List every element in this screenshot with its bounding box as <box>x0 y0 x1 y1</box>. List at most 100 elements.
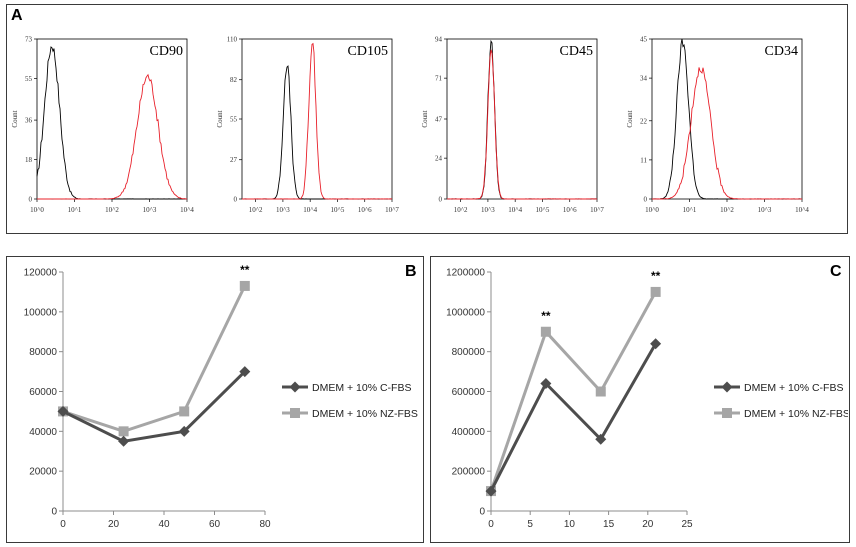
x-tick-label: 10^2 <box>105 206 119 214</box>
legend-marker-square <box>290 408 300 418</box>
y-tick-label: 80000 <box>29 347 57 358</box>
x-tick-label: 10^2 <box>249 206 263 214</box>
y-tick-label: 0 <box>29 196 33 204</box>
x-tick-label: 15 <box>603 519 615 530</box>
panel-label-a: A <box>11 7 23 24</box>
x-tick-label: 80 <box>259 519 271 530</box>
x-tick-label: 10^7 <box>385 206 399 214</box>
data-point-c-fbs <box>595 433 607 445</box>
legend-label: DMEM + 10% NZ-FBS <box>312 408 418 420</box>
plot-frame <box>446 38 598 200</box>
x-tick-label: 10^5 <box>536 206 550 214</box>
y-axis-label: Count <box>421 110 429 127</box>
x-tick-label: 10^2 <box>454 206 468 214</box>
x-tick-label: 10^2 <box>720 206 734 214</box>
y-tick-label: 0 <box>479 507 485 518</box>
y-tick-label: 34 <box>640 75 648 83</box>
x-tick-label: 10^4 <box>303 206 317 214</box>
histogram-trace-cd90 <box>36 73 188 200</box>
x-tick-label: 10^3 <box>276 206 290 214</box>
panel-b: B 0 20000 40000 60000 80000 100000 120000 0 20 40… <box>6 256 424 543</box>
histogram-trace-control <box>651 38 802 200</box>
y-tick-label: 45 <box>640 36 648 44</box>
y-tick-label: 82 <box>230 76 238 84</box>
data-point-nz-fbs <box>650 286 661 297</box>
histogram-cd105: 0 27 55 82 110 Count 10^2 10^3 10^4 10^5 10^6 10^7 C… <box>216 36 399 215</box>
y-tick-label: 100000 <box>24 307 58 318</box>
plot-frame <box>241 38 393 200</box>
y-axis-label: Count <box>11 110 19 127</box>
histogram-trace-control <box>446 39 598 200</box>
y-tick-label: 110 <box>227 36 238 44</box>
x-tick-label: 0 <box>60 519 66 530</box>
y-tick-label: 0 <box>644 196 648 204</box>
y-tick-label: 27 <box>230 156 238 164</box>
y-tick-label: 1200000 <box>446 268 485 279</box>
y-tick-label: 40000 <box>29 427 57 438</box>
legend-marker-diamond <box>289 381 301 393</box>
y-tick-label: 22 <box>640 117 648 125</box>
y-tick-label: 18 <box>25 156 33 164</box>
x-tick-label: 10^7 <box>590 206 604 214</box>
data-point-c-fbs <box>540 378 552 390</box>
x-tick-label: 10^1 <box>68 206 82 214</box>
y-tick-label: 73 <box>25 36 33 44</box>
y-tick-label: 55 <box>25 75 33 83</box>
panel-label-c: C <box>830 263 842 280</box>
series-line-nz-fbs <box>489 291 657 492</box>
x-tick-label: 10^0 <box>30 206 44 214</box>
y-tick-label: 55 <box>230 116 238 124</box>
data-point-c-fbs <box>485 485 497 497</box>
y-tick-label: 1000000 <box>446 307 485 318</box>
x-tick-label: 5 <box>527 519 533 530</box>
data-point-c-fbs <box>118 435 130 447</box>
y-tick-label: 120000 <box>24 268 58 279</box>
y-tick-label: 200000 <box>452 467 486 478</box>
x-tick-label: 40 <box>158 519 170 530</box>
y-axis-label: Count <box>216 110 224 127</box>
x-tick-label: 10^1 <box>683 206 697 214</box>
data-point-nz-fbs <box>540 326 551 337</box>
y-tick-label: 0 <box>439 196 443 204</box>
x-tick-label: 10^4 <box>508 206 522 214</box>
legend-label: DMEM + 10% NZ-FBS <box>744 408 848 420</box>
significance-marker: ** <box>651 269 661 283</box>
data-point-nz-fbs <box>118 426 129 437</box>
x-tick-label: 10^3 <box>758 206 772 214</box>
x-tick-label: 60 <box>209 519 221 530</box>
y-tick-label: 600000 <box>452 387 486 398</box>
legend-marker-square <box>722 408 732 418</box>
x-tick-label: 20 <box>642 519 654 530</box>
histogram-trace-cd45 <box>446 49 597 200</box>
x-tick-label: 10^3 <box>481 206 495 214</box>
marker-label: CD105 <box>348 44 388 59</box>
x-tick-label: 20 <box>108 519 120 530</box>
x-tick-label: 10^0 <box>645 206 659 214</box>
y-tick-label: 47 <box>435 116 443 124</box>
data-point-nz-fbs <box>179 406 190 417</box>
data-point-c-fbs <box>650 338 662 350</box>
y-tick-label: 20000 <box>29 467 57 478</box>
y-tick-label: 36 <box>25 117 33 125</box>
x-tick-label: 25 <box>681 519 693 530</box>
y-axis-label: Count <box>626 110 634 127</box>
marker-label: CD34 <box>765 44 798 59</box>
x-tick-label: 10^3 <box>143 206 157 214</box>
panel-c: C 0 200000 400000 600000 800000 1000000 120000… <box>430 256 850 543</box>
x-tick-label: 10^6 <box>563 206 577 214</box>
data-point-c-fbs <box>57 405 69 417</box>
growth-chart-days: 0 200000 400000 600000 800000 1000000 1200000 0… <box>446 268 848 531</box>
x-tick-label: 10 <box>564 519 576 530</box>
data-point-c-fbs <box>239 366 251 378</box>
series-line-c-fbs <box>489 342 657 492</box>
x-tick-label: 0 <box>488 519 494 530</box>
x-tick-label: 10^5 <box>331 206 345 214</box>
histogram-trace-cd105 <box>241 42 393 200</box>
data-point-c-fbs <box>178 425 190 437</box>
x-tick-label: 10^4 <box>180 206 194 214</box>
marker-label: CD45 <box>560 44 593 59</box>
growth-chart-hours: 0 20000 40000 60000 80000 100000 120000 0 20 40 60… <box>24 263 418 530</box>
y-tick-label: 0 <box>234 196 238 204</box>
marker-label: CD90 <box>150 44 183 59</box>
panel-a: A 0 18 36 55 73 Count 10^0 10^1 10^2 10^3 10^4 CD90… <box>6 4 848 234</box>
